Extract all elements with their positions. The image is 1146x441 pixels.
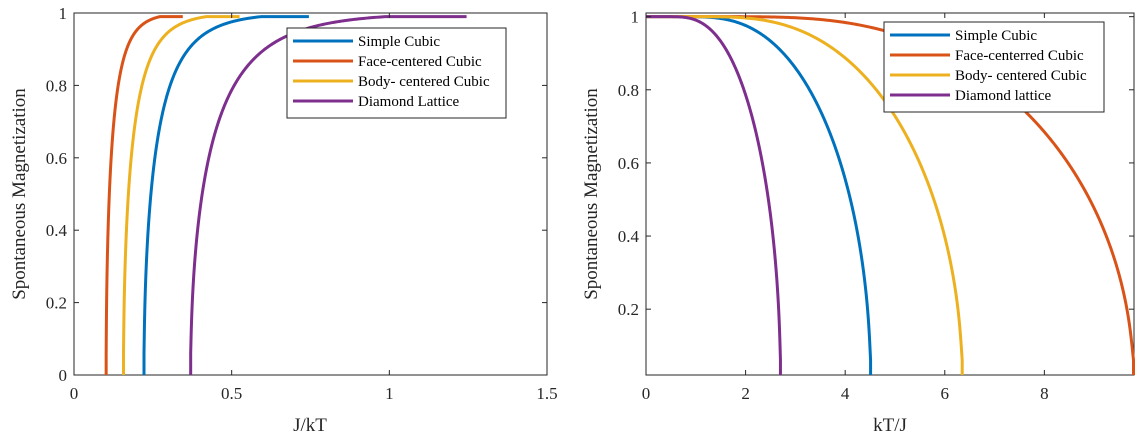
axis-ticks-left: 0 0.5 1 1.5 0 0.2 0.4 0.6 0.8 1 (46, 4, 558, 403)
series-lines-left (104, 15, 467, 376)
left-y-tick-label: 0 (59, 366, 68, 385)
left-x-tick-label: 1 (385, 384, 394, 403)
series-line-simple-cubic (142, 15, 310, 376)
left-y-tick-label: 0.8 (46, 76, 67, 95)
right-y-tick-label: 0.8 (618, 81, 639, 100)
right-legend-box (883, 21, 1105, 113)
legend-right: Simple Cubic Face-centerred Cubic Body- ce… (883, 21, 1105, 113)
series-line-diamond-lattice (645, 15, 782, 375)
left-legend-entry: Simple Cubic (358, 34, 440, 50)
series-line-diamond-lattice (189, 15, 467, 376)
left-legend-entry: Face-centered Cubic (358, 54, 482, 70)
x-axis-label-right: kT/J (873, 415, 907, 436)
y-axis-label-left: Spontaneous Magnetization (9, 88, 30, 300)
left-legend-entry: Diamond Lattice (358, 94, 460, 110)
chart-left: 0 0.5 1 1.5 0 0.2 0.4 0.6 0.8 1 J/kT Spontaneous … (9, 4, 558, 436)
left-x-tick-label: 0.5 (221, 384, 242, 403)
left-x-tick-label: 1.5 (536, 384, 557, 403)
right-x-tick-label: 2 (741, 384, 750, 403)
right-x-tick-label: 6 (941, 384, 950, 403)
right-y-tick-label: 0.4 (618, 227, 640, 246)
left-x-tick-label: 0 (70, 384, 79, 403)
right-x-tick-label: 8 (1040, 384, 1049, 403)
right-x-tick-label: 0 (642, 384, 651, 403)
left-y-tick-label: 0.4 (46, 221, 68, 240)
legend-left: Simple Cubic Face-centered Cubic Body- cen… (286, 27, 507, 119)
right-y-tick-label: 0.6 (618, 154, 639, 173)
left-y-tick-label: 0.2 (46, 294, 67, 313)
y-axis-label-right: Spontaneous Magnetization (581, 88, 602, 300)
right-legend-entry: Simple Cubic (955, 28, 1037, 44)
right-y-tick-label: 1 (631, 8, 640, 27)
right-y-tick-label: 0.2 (618, 300, 639, 319)
axis-ticks-right: 0 2 4 6 8 0.2 0.4 0.6 0.8 1 (618, 8, 1134, 403)
right-legend-entry: Body- centered Cubic (955, 68, 1087, 84)
x-axis-label-left: J/kT (293, 415, 327, 436)
series-line-body-centered-cubic (646, 15, 964, 375)
left-y-tick-label: 1 (59, 4, 68, 23)
right-x-tick-label: 4 (841, 384, 850, 403)
right-legend-entry: Diamond lattice (955, 88, 1052, 104)
right-legend-entry: Face-centerred Cubic (955, 48, 1084, 64)
left-legend-entry: Body- centered Cubic (358, 74, 490, 90)
series-line-face-centered-cubic (104, 15, 184, 375)
left-legend-box (286, 27, 507, 119)
left-y-tick-label: 0.6 (46, 149, 67, 168)
chart-right: 0 2 4 6 8 0.2 0.4 0.6 0.8 1 kT/J Spontaneous Magn… (581, 8, 1135, 436)
series-line-body-centered-cubic (122, 15, 241, 375)
